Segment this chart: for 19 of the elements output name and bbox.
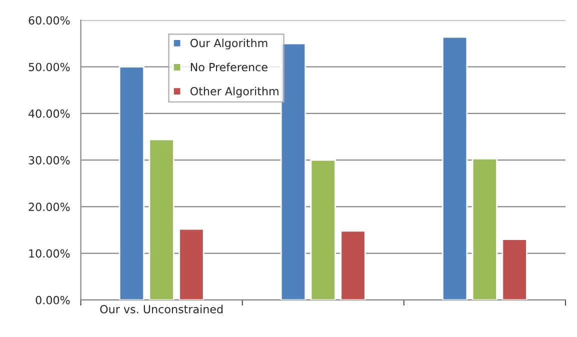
bar [310,159,336,300]
bar [442,36,468,300]
bar [178,228,204,300]
legend-label: Other Algorithm [190,86,278,98]
bar [472,158,498,300]
y-tick-label: 0.00% [36,296,70,304]
y-tick-label: 20.00% [28,202,70,212]
legend-label: No Preference [190,62,268,72]
y-tick-label: 10.00% [29,249,70,258]
y-tick-label: 40.00% [28,109,70,118]
bar [502,238,528,300]
bar [340,230,366,300]
legend-label: Our Algorithm [190,38,268,50]
x-tick-label: Our vs. Unconstrained [100,304,223,314]
bar [118,66,144,300]
y-tick-label: 50.00% [28,62,70,72]
y-tick-label: 30.00% [28,156,70,164]
bar [148,138,174,300]
y-tick-label: 60.00% [28,16,70,25]
